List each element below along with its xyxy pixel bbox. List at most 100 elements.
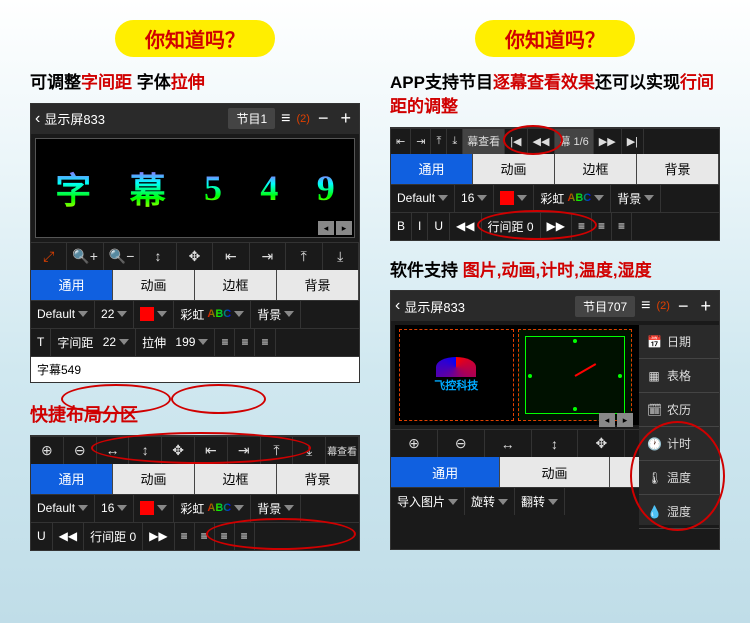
arrow-right-end-icon[interactable]: ⇥ (250, 243, 286, 270)
zoom-in-icon[interactable]: 🔍+ (67, 243, 103, 270)
stretch-h-icon[interactable]: ↔ (97, 437, 130, 464)
last-icon[interactable]: ▶| (622, 129, 644, 154)
minus-button[interactable]: − (674, 296, 693, 317)
align-right-icon[interactable]: ≡ (215, 523, 235, 550)
arrow-left-end-icon[interactable]: ⇤ (213, 243, 249, 270)
arrow-left-end-icon[interactable]: ⇤ (391, 129, 411, 154)
menu-humidity[interactable]: 💧湿度 (639, 495, 719, 529)
font-selector[interactable]: Default (391, 185, 455, 212)
arrow-left-end-icon[interactable]: ⇤ (195, 437, 228, 464)
menu-icon[interactable]: ≡ (641, 297, 650, 315)
program-selector[interactable]: 节目707 (575, 296, 635, 317)
prev-icon[interactable]: ◀◀ (450, 213, 481, 240)
align-left-icon[interactable]: ≡ (572, 213, 592, 240)
align-center-icon[interactable]: ≡ (235, 329, 255, 356)
menu-temperature[interactable]: 🌡温度 (639, 461, 719, 495)
menu-date[interactable]: 📅日期 (639, 325, 719, 359)
stretch-v-icon[interactable]: ↕ (532, 430, 579, 457)
font-selector[interactable]: Default (31, 301, 95, 328)
stretch-v-icon[interactable]: ↕ (140, 243, 176, 270)
tab-background[interactable]: 背景 (277, 270, 359, 300)
arrow-bottom-icon[interactable]: ⤓ (447, 129, 463, 154)
align-justify-icon[interactable]: ≡ (235, 523, 255, 550)
zoom-out-icon[interactable]: ⊖ (64, 437, 97, 464)
color-swatch[interactable] (134, 495, 174, 522)
move-icon[interactable]: ✥ (177, 243, 213, 270)
import-image-button[interactable]: 导入图片 (391, 488, 465, 515)
font-size[interactable]: 22 (95, 301, 134, 328)
next-icon[interactable]: ▶▶ (594, 129, 622, 154)
tab-animation[interactable]: 动画 (113, 270, 195, 300)
align-right-icon[interactable]: ≡ (255, 329, 275, 356)
zoom-in-icon[interactable]: ⊕ (391, 430, 438, 457)
tab-background[interactable]: 背景 (277, 464, 359, 494)
tab-animation[interactable]: 动画 (113, 464, 195, 494)
zoom-in-icon[interactable]: ⊕ (31, 437, 64, 464)
scroll-right-icon[interactable]: ▸ (336, 221, 352, 235)
plus-button[interactable]: + (336, 108, 355, 129)
tab-general[interactable]: 通用 (31, 464, 113, 494)
rainbow-toggle[interactable]: 彩虹 ABC (534, 185, 611, 212)
move-icon[interactable]: ✥ (162, 437, 195, 464)
arrow-right-end-icon[interactable]: ⇥ (228, 437, 261, 464)
line-spacing[interactable]: 行间距 0 (482, 213, 541, 240)
color-swatch[interactable] (134, 301, 174, 328)
tab-animation[interactable]: 动画 (500, 457, 609, 487)
font-size[interactable]: 16 (95, 495, 134, 522)
align-center-icon[interactable]: ≡ (592, 213, 612, 240)
back-icon[interactable]: ‹ (395, 297, 400, 315)
program-selector[interactable]: 节目1 (228, 108, 275, 129)
bg-selector[interactable]: 背景 (251, 495, 301, 522)
rainbow-toggle[interactable]: 彩虹 ABC (174, 495, 251, 522)
bg-selector[interactable]: 背景 (251, 301, 301, 328)
text-input[interactable]: 字幕549 (31, 356, 359, 382)
minus-button[interactable]: − (314, 108, 333, 129)
tab-animation[interactable]: 动画 (473, 154, 555, 184)
arrow-bottom-icon[interactable]: ⤓ (293, 437, 326, 464)
align-left-icon[interactable]: ≡ (175, 523, 195, 550)
menu-table[interactable]: ▦表格 (639, 359, 719, 393)
zoom-out-icon[interactable]: 🔍− (104, 243, 140, 270)
arrow-right-end-icon[interactable]: ⇥ (411, 129, 431, 154)
stretch-h-icon[interactable]: ↔ (485, 430, 532, 457)
arrow-bottom-icon[interactable]: ⤓ (323, 243, 359, 270)
italic-icon[interactable]: I (412, 213, 428, 240)
line-spacing[interactable]: 行间距 0 (84, 523, 143, 550)
plus-button[interactable]: + (696, 296, 715, 317)
text-style-t[interactable]: T (31, 329, 51, 356)
tab-background[interactable]: 背景 (637, 154, 719, 184)
tab-border[interactable]: 边框 (555, 154, 637, 184)
arrow-top-icon[interactable]: ⤒ (286, 243, 322, 270)
bold-icon[interactable]: B (391, 213, 412, 240)
frame-preview-button[interactable]: 幕查看 (463, 129, 505, 154)
arrow-top-icon[interactable]: ⤒ (261, 437, 294, 464)
color-swatch[interactable] (494, 185, 534, 212)
menu-lunar[interactable]: 🗓农历 (639, 393, 719, 427)
underline-icon[interactable]: U (31, 523, 53, 550)
menu-icon[interactable]: ≡ (281, 110, 290, 128)
rainbow-toggle[interactable]: 彩虹 ABC (174, 301, 251, 328)
move-icon[interactable]: ✥ (578, 430, 625, 457)
stretch-value[interactable]: 拉伸 199 (136, 329, 215, 356)
stretch-v-icon[interactable]: ↕ (129, 437, 162, 464)
expand-icon[interactable]: ⤢ (31, 243, 67, 270)
arrow-top-icon[interactable]: ⤒ (431, 129, 447, 154)
first-icon[interactable]: |◀ (505, 129, 527, 154)
scroll-left-icon[interactable]: ◂ (318, 221, 334, 235)
align-center-icon[interactable]: ≡ (195, 523, 215, 550)
tab-border[interactable]: 边框 (195, 270, 277, 300)
next-icon[interactable]: ▶▶ (541, 213, 572, 240)
align-right-icon[interactable]: ≡ (612, 213, 632, 240)
bg-selector[interactable]: 背景 (611, 185, 661, 212)
frame-preview-label[interactable]: 幕查看 (326, 437, 359, 464)
rotate-button[interactable]: 旋转 (465, 488, 515, 515)
font-size[interactable]: 16 (455, 185, 494, 212)
flip-button[interactable]: 翻转 (515, 488, 565, 515)
zoom-out-icon[interactable]: ⊖ (438, 430, 485, 457)
font-selector[interactable]: Default (31, 495, 95, 522)
prev-icon[interactable]: ◀◀ (53, 523, 84, 550)
prev-icon[interactable]: ◀◀ (528, 129, 556, 154)
align-left-icon[interactable]: ≡ (215, 329, 235, 356)
tab-general[interactable]: 通用 (391, 154, 473, 184)
back-icon[interactable]: ‹ (35, 110, 40, 128)
